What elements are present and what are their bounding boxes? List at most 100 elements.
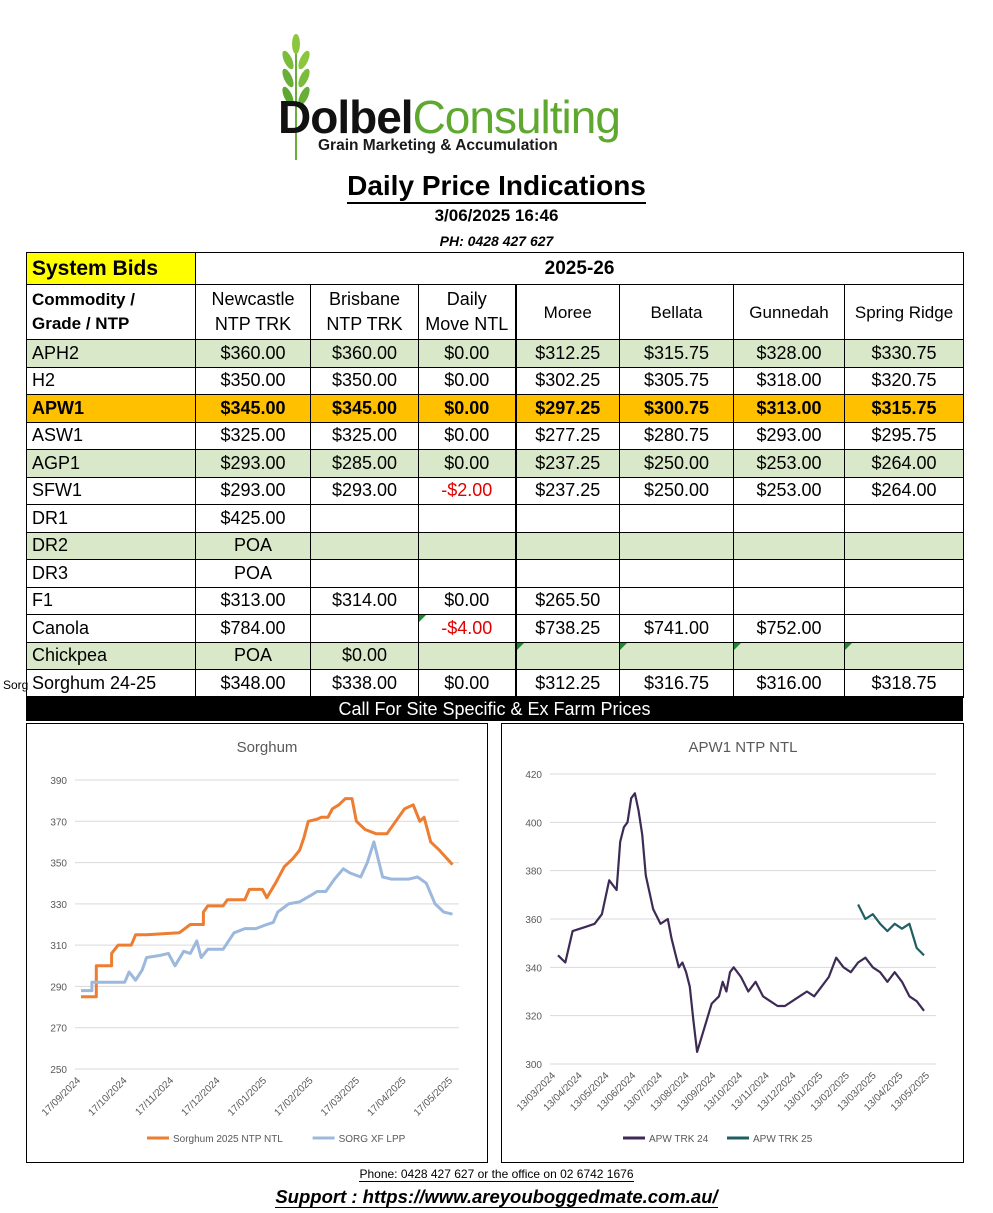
price-cell: $265.50 xyxy=(515,586,620,615)
price-cell: $313.00 xyxy=(195,586,311,615)
series-line xyxy=(81,840,453,993)
table-row: F1 $313.00 $314.00 $0.00 $265.50 xyxy=(26,586,965,615)
price-cell: $360.00 xyxy=(195,339,311,368)
price-cell: $0.00 xyxy=(418,366,517,395)
sorghum-chart: Sorghum 390 370 350 330 310 290 270 250 17/09/202… xyxy=(26,723,488,1163)
price-cell xyxy=(418,504,517,533)
table-row: AGP1 $293.00 $285.00 $0.00 $237.25 $250.00 $25… xyxy=(26,449,965,478)
price-cell: $0.00 xyxy=(418,669,517,698)
x-tick-label: 17/02/2025 xyxy=(272,1075,315,1118)
price-cell: $250.00 xyxy=(619,476,734,505)
clipped-text: Sorg xyxy=(3,678,29,692)
price-cell: $0.00 xyxy=(310,641,419,670)
price-cell: $320.75 xyxy=(843,366,965,395)
price-cell xyxy=(843,531,965,560)
price-cell: $330.75 xyxy=(843,339,965,368)
legend-label: SORG XF LPP xyxy=(339,1134,406,1145)
price-cell xyxy=(733,504,845,533)
footer-phone: Phone: 0428 427 627 or the office on 02 … xyxy=(359,1167,634,1182)
x-tick-label: 17/09/2024 xyxy=(40,1075,83,1118)
system-bids-label: System Bids xyxy=(26,252,196,285)
commodity-cell: APW1 xyxy=(26,394,196,423)
y-tick-label: 270 xyxy=(50,1024,67,1035)
price-cell: $264.00 xyxy=(843,449,965,478)
commodity-cell: Chickpea xyxy=(26,641,196,670)
table-row: SFW1 $293.00 $293.00 -$2.00 $237.25 $250.00 $2… xyxy=(26,476,965,505)
header-brisbane: Brisbane NTP TRK xyxy=(310,284,419,340)
table-header-row: Commodity / Grade / NTP Newcastle NTP TRK … xyxy=(26,284,965,340)
price-cell xyxy=(418,531,517,560)
y-tick-label: 300 xyxy=(525,1060,542,1071)
y-tick-label: 370 xyxy=(50,817,67,828)
apw1-chart: APW1 NTP NTL 420 400 380 360 340 320 300 13/03/2… xyxy=(501,723,964,1163)
price-cell: $293.00 xyxy=(195,476,311,505)
header-bellata: Bellata xyxy=(619,284,734,340)
price-cell: $350.00 xyxy=(310,366,419,395)
price-cell: $314.00 xyxy=(310,586,419,615)
report-datetime: 3/06/2025 16:46 xyxy=(434,206,559,225)
price-cell: $425.00 xyxy=(195,504,311,533)
legend-label: APW TRK 24 xyxy=(649,1134,709,1145)
price-cell xyxy=(619,641,734,670)
price-cell: -$2.00 xyxy=(418,476,517,505)
header-daily-move: Daily Move NTL xyxy=(418,284,517,340)
logo-tagline: Grain Marketing & Accumulation xyxy=(318,137,558,154)
price-cell xyxy=(619,504,734,533)
price-cell xyxy=(310,614,419,643)
price-cell: $741.00 xyxy=(619,614,734,643)
price-cell: $318.75 xyxy=(843,669,965,698)
logo-wordmark: DolbelConsulting xyxy=(278,91,621,143)
price-cell: $348.00 xyxy=(195,669,311,698)
y-tick-label: 420 xyxy=(525,770,542,781)
price-cell: $250.00 xyxy=(619,449,734,478)
table-row: DR1 $425.00 xyxy=(26,504,965,533)
price-cell: $325.00 xyxy=(310,421,419,450)
table-row: H2 $350.00 $350.00 $0.00 $302.25 $305.75 $318.… xyxy=(26,366,965,395)
price-cell: POA xyxy=(195,531,311,560)
support-link[interactable]: Support : https://www.areyouboggedmate.c… xyxy=(275,1186,718,1208)
price-cell: $360.00 xyxy=(310,339,419,368)
price-cell: POA xyxy=(195,559,311,588)
price-cell: $325.00 xyxy=(195,421,311,450)
y-tick-label: 250 xyxy=(50,1065,67,1076)
y-tick-label: 400 xyxy=(525,818,542,829)
price-cell: $0.00 xyxy=(418,394,517,423)
price-cell: $237.25 xyxy=(515,476,620,505)
price-cell: $264.00 xyxy=(843,476,965,505)
price-cell: $237.25 xyxy=(515,449,620,478)
price-cell xyxy=(843,641,965,670)
price-cell: $316.75 xyxy=(619,669,734,698)
price-cell xyxy=(843,586,965,615)
price-cell: $312.25 xyxy=(515,669,620,698)
price-cell: $345.00 xyxy=(195,394,311,423)
season-label: 2025-26 xyxy=(194,252,965,285)
price-cell xyxy=(733,586,845,615)
table-row: Chickpea POA $0.00 xyxy=(26,641,965,670)
price-cell xyxy=(733,531,845,560)
call-bar: Call For Site Specific & Ex Farm Prices xyxy=(26,696,963,721)
price-cell: $293.00 xyxy=(195,449,311,478)
table-row: APW1 $345.00 $345.00 $0.00 $297.25 $300.75 $31… xyxy=(26,394,965,423)
y-tick-label: 360 xyxy=(525,915,542,926)
price-cell: $312.25 xyxy=(515,339,620,368)
price-cell: $293.00 xyxy=(733,421,845,450)
table-row: DR3 POA xyxy=(26,559,965,588)
commodity-cell: AGP1 xyxy=(26,449,196,478)
commodity-cell: ASW1 xyxy=(26,421,196,450)
y-tick-label: 290 xyxy=(50,982,67,993)
price-cell: $784.00 xyxy=(195,614,311,643)
price-cell: $280.75 xyxy=(619,421,734,450)
legend-label: Sorghum 2025 NTP NTL xyxy=(173,1134,283,1145)
commodity-cell: SFW1 xyxy=(26,476,196,505)
price-cell: $316.00 xyxy=(733,669,845,698)
commodity-cell: DR2 xyxy=(26,531,196,560)
series-line xyxy=(81,797,454,999)
x-tick-label: 17/05/2025 xyxy=(412,1075,455,1118)
table-row: Canola $784.00 -$4.00 $738.25 $741.00 $752.00 xyxy=(26,614,965,643)
price-cell: $0.00 xyxy=(418,421,517,450)
price-cell: $752.00 xyxy=(733,614,845,643)
price-cell xyxy=(310,504,419,533)
registered-mark: ® xyxy=(612,108,618,117)
commodity-cell: DR1 xyxy=(26,504,196,533)
price-cell: $328.00 xyxy=(733,339,845,368)
